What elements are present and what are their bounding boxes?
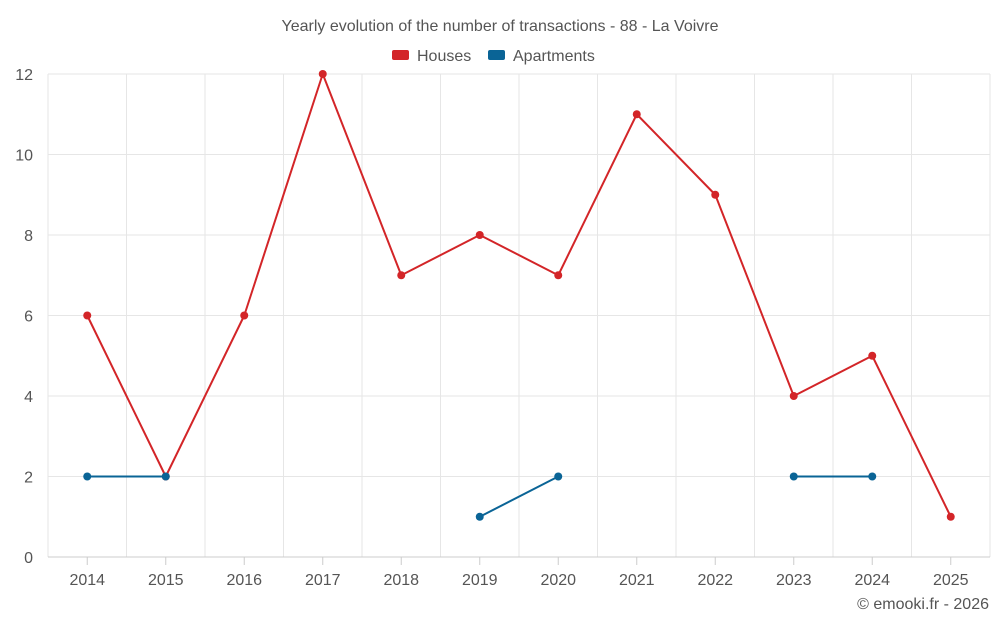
data-point-apartments[interactable]	[475, 512, 484, 521]
data-point-houses[interactable]	[475, 231, 484, 239]
x-tick-label: 2022	[697, 572, 733, 589]
data-point-houses[interactable]	[397, 271, 406, 280]
x-tick-label: 2023	[776, 572, 812, 589]
data-point-apartments[interactable]	[83, 472, 92, 481]
data-point-apartments[interactable]	[868, 472, 877, 481]
x-tick-label: 2020	[540, 572, 576, 589]
x-tick-label: 2014	[69, 572, 105, 589]
y-tick-label: 8	[24, 228, 33, 245]
data-point-houses[interactable]	[632, 110, 641, 119]
series-apartments	[83, 472, 877, 521]
data-point-houses[interactable]	[83, 311, 92, 320]
x-tick-label: 2017	[305, 572, 341, 589]
y-tick-label: 4	[24, 389, 33, 406]
y-tick-label: 12	[15, 67, 33, 84]
data-point-houses[interactable]	[240, 311, 249, 320]
legend-item-apartments[interactable]: Apartments	[488, 48, 595, 65]
series	[83, 70, 955, 521]
x-tick-label: 2015	[148, 572, 184, 589]
series-houses	[83, 70, 955, 521]
y-tick-label: 6	[24, 309, 33, 326]
x-tick-label: 2021	[619, 572, 655, 589]
data-point-apartments[interactable]	[789, 472, 798, 481]
x-tick-label: 2018	[383, 572, 419, 589]
y-tick-label: 2	[24, 470, 33, 487]
data-point-houses[interactable]	[868, 351, 877, 360]
y-tick-label: 0	[24, 550, 33, 567]
x-tick-label: 2019	[462, 572, 498, 589]
data-point-houses[interactable]	[554, 271, 563, 280]
data-point-houses[interactable]	[789, 392, 798, 400]
legend-label-houses: Houses	[417, 48, 471, 65]
x-tick-label: 2025	[933, 572, 969, 589]
credit-text: © emooki.fr - 2026	[857, 596, 989, 613]
chart-title: Yearly evolution of the number of transa…	[282, 18, 719, 35]
data-point-apartments[interactable]	[161, 472, 170, 481]
axes: 0 2 4 6 8 10 12 2014 2015 2016 2017 2018 2019 2020 202…	[15, 67, 990, 589]
x-tick-label: 2016	[226, 572, 262, 589]
data-point-houses[interactable]	[946, 512, 955, 521]
x-tick-label: 2024	[854, 572, 890, 589]
y-tick-label: 10	[15, 148, 33, 165]
legend-label-apartments: Apartments	[513, 48, 595, 65]
legend-item-houses[interactable]: Houses	[392, 48, 471, 65]
data-point-houses[interactable]	[711, 190, 720, 199]
legend: Houses Apartments	[392, 48, 595, 65]
legend-swatch-apartments	[488, 50, 505, 60]
data-point-apartments[interactable]	[554, 472, 563, 481]
series-line-apartments	[479, 475, 559, 518]
series-line-houses	[86, 73, 952, 518]
data-point-houses[interactable]	[318, 70, 327, 78]
legend-swatch-houses	[392, 50, 409, 60]
grid	[47, 73, 991, 557]
